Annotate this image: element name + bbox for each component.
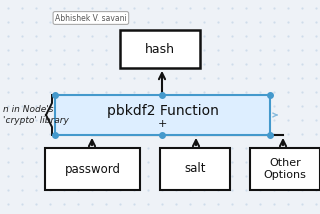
Text: hash: hash bbox=[145, 43, 175, 55]
Bar bbox=[45, 148, 140, 190]
Bar bbox=[120, 30, 200, 68]
Bar bbox=[55, 95, 270, 135]
Text: pbkdf2 Function: pbkdf2 Function bbox=[107, 104, 219, 118]
Text: Abhishek V. savani: Abhishek V. savani bbox=[55, 13, 127, 22]
Text: salt: salt bbox=[184, 162, 206, 175]
Bar bbox=[250, 148, 320, 190]
Text: Other
Options: Other Options bbox=[264, 158, 307, 180]
Bar bbox=[160, 148, 230, 190]
Text: +: + bbox=[158, 119, 167, 129]
Text: password: password bbox=[65, 162, 121, 175]
Text: n in Node's
'crypto' library: n in Node's 'crypto' library bbox=[3, 105, 69, 125]
